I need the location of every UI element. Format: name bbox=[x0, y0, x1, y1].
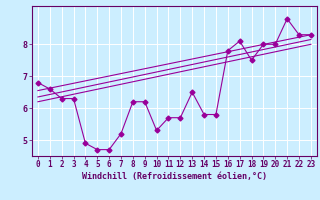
X-axis label: Windchill (Refroidissement éolien,°C): Windchill (Refroidissement éolien,°C) bbox=[82, 172, 267, 181]
